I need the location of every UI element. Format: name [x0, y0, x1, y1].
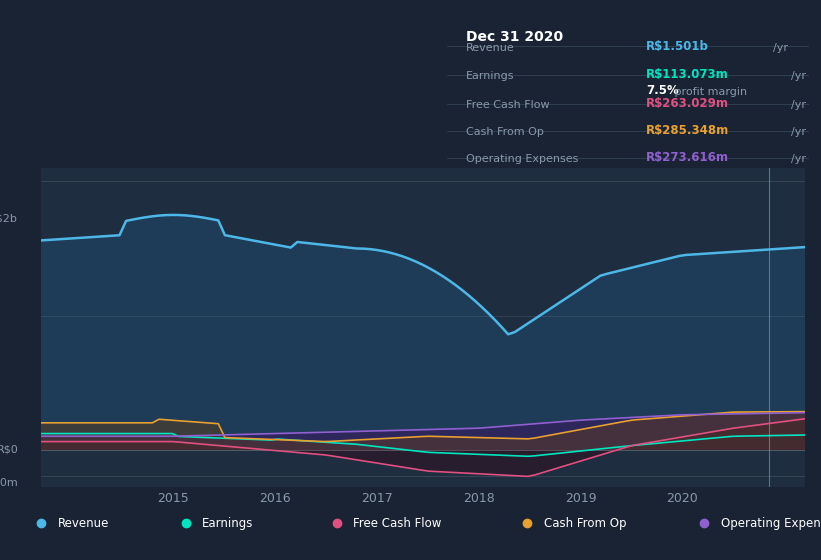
Text: /yr: /yr: [791, 100, 805, 110]
Text: profit margin: profit margin: [672, 87, 748, 97]
Text: R$2b: R$2b: [0, 214, 18, 224]
Text: 7.5%: 7.5%: [646, 85, 679, 97]
Text: R$285.348m: R$285.348m: [646, 124, 729, 137]
Text: Revenue: Revenue: [57, 516, 109, 530]
Text: R$113.073m: R$113.073m: [646, 68, 729, 81]
Text: Operating Expenses: Operating Expenses: [466, 155, 578, 165]
Text: R$1.501b: R$1.501b: [646, 40, 709, 53]
Text: /yr: /yr: [791, 127, 805, 137]
Text: /yr: /yr: [791, 155, 805, 165]
Text: Free Cash Flow: Free Cash Flow: [466, 100, 549, 110]
Text: Dec 31 2020: Dec 31 2020: [466, 30, 562, 44]
Text: Cash From Op: Cash From Op: [544, 516, 626, 530]
Text: Revenue: Revenue: [466, 43, 514, 53]
Text: /yr: /yr: [791, 72, 805, 81]
Text: Free Cash Flow: Free Cash Flow: [353, 516, 442, 530]
Text: R$273.616m: R$273.616m: [646, 151, 729, 165]
Text: R$263.029m: R$263.029m: [646, 97, 729, 110]
Text: R$0: R$0: [0, 445, 18, 455]
Text: /yr: /yr: [773, 43, 787, 53]
Text: Operating Expenses: Operating Expenses: [721, 516, 821, 530]
Text: Cash From Op: Cash From Op: [466, 127, 544, 137]
Text: Earnings: Earnings: [466, 72, 514, 81]
Text: Earnings: Earnings: [202, 516, 254, 530]
Text: -R$200m: -R$200m: [0, 477, 18, 487]
